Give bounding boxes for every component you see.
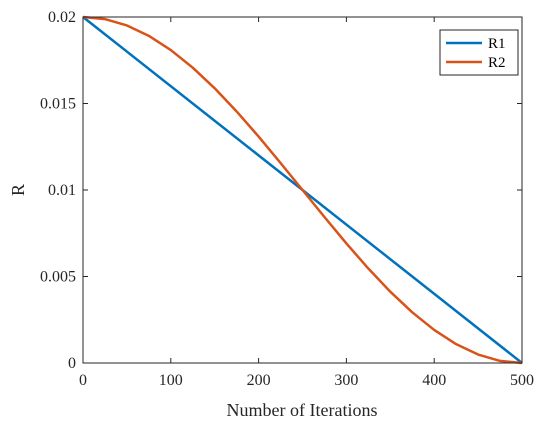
y-tick-label: 0.01 <box>48 182 76 199</box>
x-tick-label: 100 <box>159 372 183 389</box>
x-tick-label: 300 <box>334 372 358 389</box>
y-tick-label: 0.005 <box>40 269 76 286</box>
x-tick-label: 200 <box>247 372 271 389</box>
series-layer <box>82 15 523 365</box>
tick-layer: 0 100 200 300 400 500 0 0.005 0.01 0.015 0.02 <box>40 9 534 389</box>
x-tick-label: 0 <box>79 372 87 389</box>
x-tick-label: 400 <box>422 372 446 389</box>
y-tick-label: 0.02 <box>48 9 76 26</box>
x-axis-label: Number of Iterations <box>227 400 378 420</box>
series-line-r2 <box>82 15 523 365</box>
x-tick-label: 500 <box>510 372 534 389</box>
legend-label-r1: R1 <box>488 36 506 52</box>
y-axis-label: R <box>8 184 28 196</box>
y-tick-label: 0 <box>68 355 76 372</box>
y-tick-label: 0.015 <box>40 96 76 113</box>
legend-box <box>439 29 519 76</box>
legend-label-r2: R2 <box>488 55 506 71</box>
